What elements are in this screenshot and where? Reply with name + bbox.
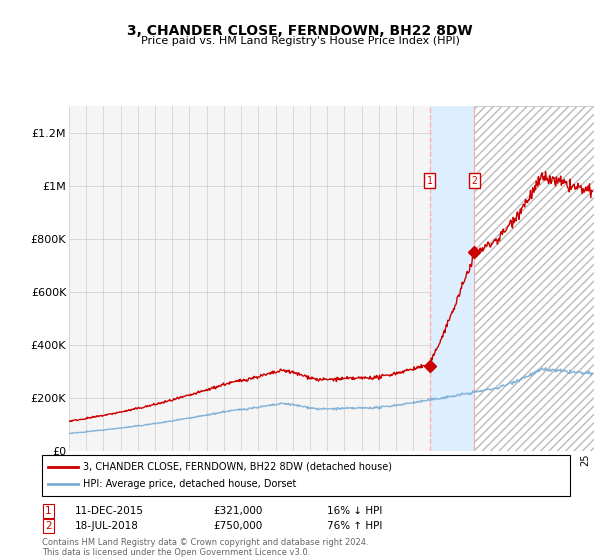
Bar [430, 106, 474, 451]
Text: £321,000: £321,000 [213, 506, 262, 516]
Text: 18-JUL-2018: 18-JUL-2018 [75, 521, 139, 531]
Text: 1: 1 [427, 176, 433, 185]
Text: HPI: Average price, detached house, Dorset: HPI: Average price, detached house, Dors… [83, 479, 296, 489]
Text: £750,000: £750,000 [213, 521, 262, 531]
Text: 3, CHANDER CLOSE, FERNDOWN, BH22 8DW (detached house): 3, CHANDER CLOSE, FERNDOWN, BH22 8DW (de… [83, 461, 392, 472]
Text: 16% ↓ HPI: 16% ↓ HPI [327, 506, 382, 516]
Text: 2: 2 [471, 176, 477, 185]
Bar [474, 106, 600, 451]
Text: 3, CHANDER CLOSE, FERNDOWN, BH22 8DW: 3, CHANDER CLOSE, FERNDOWN, BH22 8DW [127, 24, 473, 38]
Text: Price paid vs. HM Land Registry's House Price Index (HPI): Price paid vs. HM Land Registry's House … [140, 36, 460, 46]
Text: 11-DEC-2015: 11-DEC-2015 [75, 506, 144, 516]
Text: 1: 1 [45, 506, 52, 516]
Text: 76% ↑ HPI: 76% ↑ HPI [327, 521, 382, 531]
Text: 2: 2 [45, 521, 52, 531]
Text: Contains HM Land Registry data © Crown copyright and database right 2024.
This d: Contains HM Land Registry data © Crown c… [42, 538, 368, 557]
